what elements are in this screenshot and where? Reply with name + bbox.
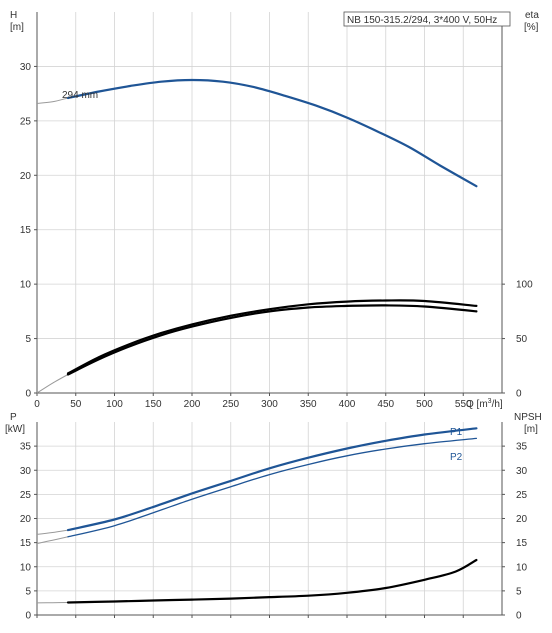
- lower-right-tick-label: 30: [516, 466, 528, 477]
- upper-left-tick-label: 25: [20, 116, 32, 127]
- lower-left-axis-name: P: [10, 412, 17, 423]
- curve-annotation-294mm: 294 mm: [62, 90, 98, 101]
- lower-left-axis-unit: [kW]: [5, 424, 25, 435]
- upper-x-tick-label: 250: [222, 399, 239, 410]
- lower-left-tick-label: 35: [20, 442, 32, 453]
- lower-right-tick-label: 20: [516, 514, 528, 525]
- upper-left-axis-unit: [m]: [10, 22, 24, 33]
- lower-right-tick-label: 25: [516, 490, 528, 501]
- lower-faint-extension-0: [37, 530, 68, 534]
- upper-x-tick-label: 200: [184, 399, 201, 410]
- upper-x-tick-label: 300: [261, 399, 278, 410]
- lower-left-tick-label: 15: [20, 538, 32, 549]
- upper-left-tick-label: 30: [20, 62, 32, 73]
- upper-right-axis-name: eta: [525, 10, 539, 21]
- lower-left-tick-label: 0: [25, 611, 31, 622]
- lower-series-line-0: [68, 428, 476, 530]
- lower-right-axis-name: NPSH: [514, 412, 542, 423]
- series-label-p2: P2: [450, 452, 463, 463]
- lower-left-tick-label: 10: [20, 562, 32, 573]
- upper-left-tick-label: 20: [20, 171, 32, 182]
- upper-left-tick-label: 0: [25, 389, 31, 400]
- upper-right-tick-label: 0: [516, 389, 522, 400]
- lower-right-tick-label: 35: [516, 442, 528, 453]
- upper-series-line-1: [68, 305, 476, 374]
- lower-left-tick-label: 20: [20, 514, 32, 525]
- upper-x-tick-label: 100: [106, 399, 123, 410]
- lower-left-tick-label: 25: [20, 490, 32, 501]
- lower-series-line-1: [68, 438, 476, 536]
- upper-left-axis-name: H: [10, 10, 17, 21]
- x-axis-label: Q [m3/h]: [466, 398, 503, 410]
- lower-left-tick-label: 5: [25, 586, 31, 597]
- chart-title: NB 150-315.2/294, 3*400 V, 50Hz: [347, 15, 497, 26]
- upper-x-tick-label: 500: [416, 399, 433, 410]
- upper-x-tick-label: 450: [377, 399, 394, 410]
- upper-x-tick-label: 350: [300, 399, 317, 410]
- upper-left-tick-label: 15: [20, 225, 32, 236]
- lower-right-tick-label: 15: [516, 538, 528, 549]
- lower-right-tick-label: 0: [516, 611, 522, 622]
- upper-x-tick-label: 400: [339, 399, 356, 410]
- upper-right-axis-unit: [%]: [524, 22, 539, 33]
- upper-left-tick-label: 10: [20, 280, 32, 291]
- upper-panel-series: [37, 80, 476, 393]
- upper-x-tick-label: 50: [70, 399, 82, 410]
- lower-panel-series: [37, 428, 476, 603]
- lower-right-tick-label: 5: [516, 586, 522, 597]
- upper-left-tick-label: 5: [25, 334, 31, 345]
- upper-x-tick-label: 150: [145, 399, 162, 410]
- upper-faint-extension-1: [37, 375, 68, 394]
- upper-right-tick-label: 50: [516, 334, 528, 345]
- upper-right-tick-label: 100: [516, 280, 533, 291]
- upper-series-line-0: [68, 80, 476, 186]
- upper-x-tick-label: 0: [34, 399, 40, 410]
- lower-right-axis-unit: [m]: [524, 424, 538, 435]
- series-label-p1: P1: [450, 427, 463, 438]
- lower-right-tick-label: 10: [516, 562, 528, 573]
- lower-left-tick-label: 30: [20, 466, 32, 477]
